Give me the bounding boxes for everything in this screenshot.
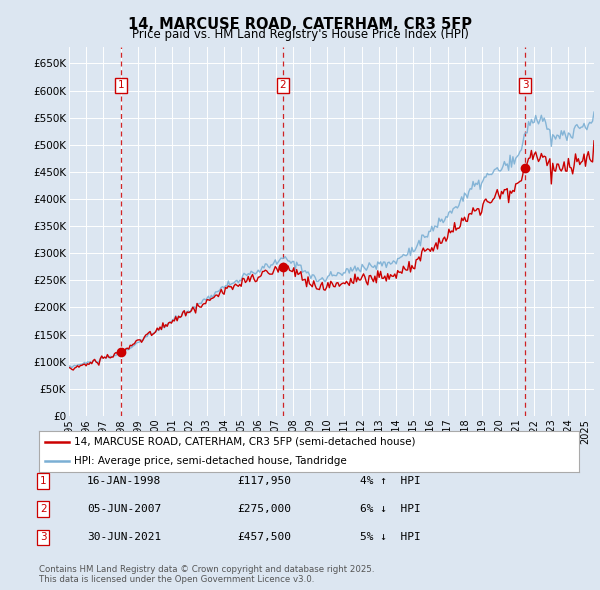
Text: 16-JAN-1998: 16-JAN-1998 [87,476,161,486]
Text: £275,000: £275,000 [237,504,291,514]
Text: 30-JUN-2021: 30-JUN-2021 [87,533,161,542]
Text: 05-JUN-2007: 05-JUN-2007 [87,504,161,514]
Text: Price paid vs. HM Land Registry's House Price Index (HPI): Price paid vs. HM Land Registry's House … [131,28,469,41]
Text: 14, MARCUSE ROAD, CATERHAM, CR3 5FP: 14, MARCUSE ROAD, CATERHAM, CR3 5FP [128,17,472,31]
Text: 3: 3 [40,533,47,542]
Text: 2: 2 [280,80,286,90]
Text: 4% ↑  HPI: 4% ↑ HPI [360,476,421,486]
Text: Contains HM Land Registry data © Crown copyright and database right 2025.
This d: Contains HM Land Registry data © Crown c… [39,565,374,584]
Text: 6% ↓  HPI: 6% ↓ HPI [360,504,421,514]
Text: 14, MARCUSE ROAD, CATERHAM, CR3 5FP (semi-detached house): 14, MARCUSE ROAD, CATERHAM, CR3 5FP (sem… [74,437,416,447]
Text: £457,500: £457,500 [237,533,291,542]
Text: HPI: Average price, semi-detached house, Tandridge: HPI: Average price, semi-detached house,… [74,456,347,466]
Text: £117,950: £117,950 [237,476,291,486]
Text: 3: 3 [522,80,529,90]
Text: 2: 2 [40,504,47,514]
Text: 1: 1 [118,80,125,90]
Text: 1: 1 [40,476,47,486]
Text: 5% ↓  HPI: 5% ↓ HPI [360,533,421,542]
